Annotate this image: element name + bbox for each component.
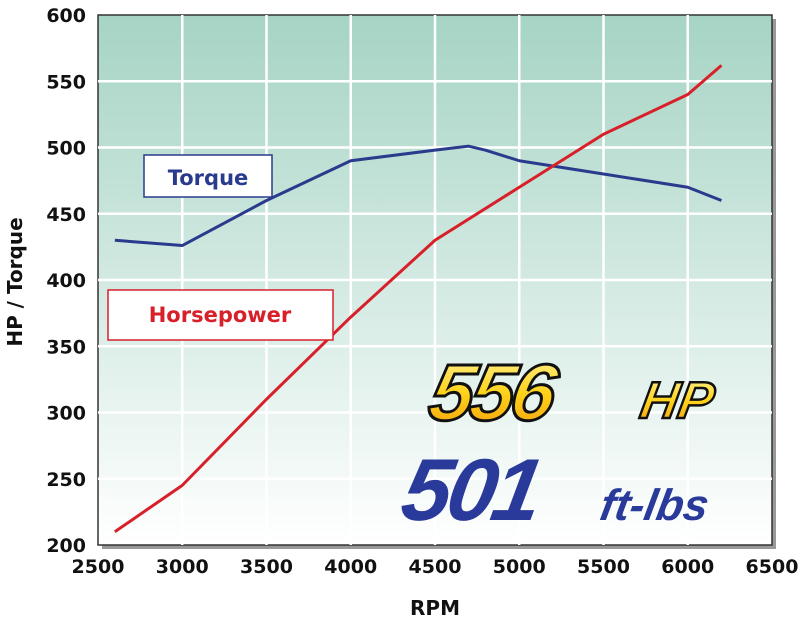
y-tick-label: 600 xyxy=(46,5,86,27)
legend-horsepower-label: Horsepower xyxy=(149,303,292,327)
hp-unit-annotation: HP xyxy=(636,372,719,430)
series-line-torque xyxy=(114,144,722,248)
hp-value-annotation: 556 xyxy=(423,349,565,438)
torque-value-annotation: 501 xyxy=(395,441,547,539)
legend-torque: Torque xyxy=(143,154,273,198)
x-tick-label: 5500 xyxy=(577,556,630,578)
x-tick-label: 5000 xyxy=(493,556,546,578)
y-axis-label: HP / Torque xyxy=(3,217,27,346)
legend-horsepower: Horsepower xyxy=(107,289,334,341)
torque-unit-annotation: ft-lbs xyxy=(597,481,713,530)
x-axis-label: RPM xyxy=(410,596,460,620)
x-tick-label: 3500 xyxy=(240,556,293,578)
x-tick-label: 6000 xyxy=(661,556,714,578)
y-tick-label: 200 xyxy=(46,535,86,557)
x-tick-label: 3000 xyxy=(156,556,209,578)
x-tick-label: 4500 xyxy=(409,556,462,578)
series-line-horsepower xyxy=(113,64,723,533)
y-tick-label: 550 xyxy=(46,71,86,93)
x-tick-label: 6500 xyxy=(746,556,799,578)
x-tick-label: 4000 xyxy=(324,556,377,578)
y-tick-label: 300 xyxy=(46,403,86,425)
y-tick-label: 400 xyxy=(46,270,86,292)
y-tick-label: 350 xyxy=(46,336,86,358)
y-tick-label: 450 xyxy=(46,204,86,226)
y-tick-label: 250 xyxy=(46,469,86,491)
legend-torque-label: Torque xyxy=(168,166,249,190)
y-tick-label: 500 xyxy=(46,138,86,160)
x-tick-label: 2500 xyxy=(72,556,125,578)
